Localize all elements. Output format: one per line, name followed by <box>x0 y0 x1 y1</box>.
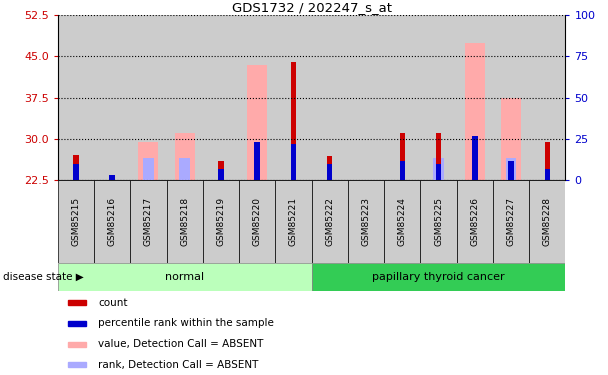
Bar <box>327 164 333 180</box>
Bar <box>384 180 420 262</box>
Text: rank, Detection Call = ABSENT: rank, Detection Call = ABSENT <box>98 360 259 370</box>
Text: GSM85223: GSM85223 <box>362 197 370 246</box>
Bar <box>311 180 348 262</box>
Bar <box>529 15 565 180</box>
Bar <box>529 180 565 262</box>
Bar <box>399 133 405 180</box>
Bar <box>203 15 239 180</box>
Bar <box>109 174 115 180</box>
Bar <box>291 62 296 180</box>
Text: GSM85224: GSM85224 <box>398 197 407 246</box>
Bar <box>68 342 86 346</box>
Bar <box>130 15 167 180</box>
Bar <box>139 141 159 180</box>
Bar <box>179 158 190 180</box>
Bar <box>130 180 167 262</box>
Bar <box>143 158 154 180</box>
Text: GSM85226: GSM85226 <box>470 197 479 246</box>
Bar <box>239 180 275 262</box>
Bar <box>218 161 224 180</box>
Bar <box>420 15 457 180</box>
Bar <box>545 169 550 180</box>
Title: GDS1732 / 202247_s_at: GDS1732 / 202247_s_at <box>232 1 392 14</box>
Bar <box>73 155 78 180</box>
Bar <box>239 15 275 180</box>
Text: GSM85222: GSM85222 <box>325 197 334 246</box>
Bar <box>472 136 477 180</box>
Text: GSM85220: GSM85220 <box>253 197 261 246</box>
Text: percentile rank within the sample: percentile rank within the sample <box>98 318 274 328</box>
Bar <box>255 141 260 180</box>
Bar <box>167 180 203 262</box>
Bar <box>493 15 529 180</box>
Bar <box>94 15 130 180</box>
Text: GSM85217: GSM85217 <box>144 196 153 246</box>
Text: GSM85216: GSM85216 <box>108 196 117 246</box>
Bar <box>109 179 115 180</box>
Bar <box>311 262 565 291</box>
Text: value, Detection Call = ABSENT: value, Detection Call = ABSENT <box>98 339 264 349</box>
Bar <box>275 15 311 180</box>
Bar <box>436 164 441 180</box>
Bar <box>167 15 203 180</box>
Bar <box>506 158 516 180</box>
Bar <box>275 180 311 262</box>
Bar <box>58 262 311 291</box>
Text: GSM85228: GSM85228 <box>543 197 552 246</box>
Bar <box>94 180 130 262</box>
Bar <box>247 64 267 180</box>
Bar <box>508 161 514 180</box>
Bar <box>218 169 224 180</box>
Bar <box>174 133 195 180</box>
Text: GSM85227: GSM85227 <box>506 197 516 246</box>
Bar <box>457 15 493 180</box>
Bar <box>348 15 384 180</box>
Bar <box>327 156 333 180</box>
Bar <box>420 180 457 262</box>
Bar <box>58 15 94 180</box>
Bar <box>457 180 493 262</box>
Text: GSM85221: GSM85221 <box>289 197 298 246</box>
Bar <box>501 98 521 180</box>
Text: GSM85218: GSM85218 <box>180 196 189 246</box>
Text: count: count <box>98 298 128 308</box>
Bar <box>348 180 384 262</box>
Bar <box>311 15 348 180</box>
Text: normal: normal <box>165 272 204 282</box>
Bar <box>384 15 420 180</box>
Text: papillary thyroid cancer: papillary thyroid cancer <box>372 272 505 282</box>
Bar <box>545 141 550 180</box>
Bar <box>68 321 86 326</box>
Text: disease state ▶: disease state ▶ <box>3 272 84 282</box>
Text: GSM85215: GSM85215 <box>71 196 80 246</box>
Bar <box>203 180 239 262</box>
Bar <box>58 180 94 262</box>
Bar <box>73 164 78 180</box>
Bar <box>436 133 441 180</box>
Bar <box>291 144 296 180</box>
Bar <box>433 158 444 180</box>
Bar <box>465 42 485 180</box>
Bar <box>68 300 86 305</box>
Text: GSM85219: GSM85219 <box>216 196 226 246</box>
Text: GSM85225: GSM85225 <box>434 197 443 246</box>
Bar <box>493 180 529 262</box>
Bar <box>399 161 405 180</box>
Bar <box>68 362 86 367</box>
